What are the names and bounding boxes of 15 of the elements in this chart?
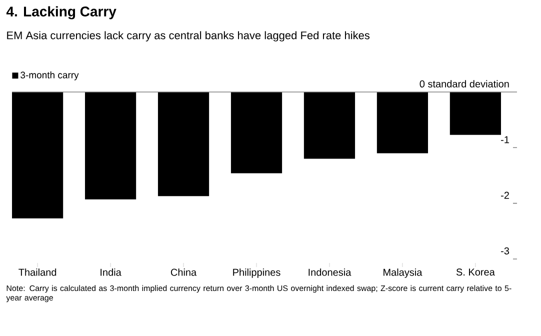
- x-tick-label: Malaysia: [384, 268, 422, 278]
- x-tick-label: Indonesia: [308, 268, 352, 276]
- x-tick-label: Thailand: [18, 268, 56, 276]
- chart-subtitle: EM Asia currencies lack carry as central banks have lagged Fed rate hikes: [7, 31, 370, 42]
- y-tick-label: -3: [501, 247, 510, 254]
- y-tick-label: 0 standard deviation: [420, 80, 509, 88]
- legend-label: 3-month carry: [20, 71, 79, 80]
- x-tick-label: China: [170, 268, 197, 276]
- x-tick-label: India: [100, 268, 122, 276]
- y-tick-label: -1: [501, 136, 509, 144]
- x-tick-label: Philippines: [233, 268, 280, 278]
- text: Note: Carry is calculated as 3-month implied currency return over 3-month US overnight indexed swap; Z-score is current carry relative to 5-year average: [6, 285, 512, 302]
- chart-title: 4. Lacking Carry: [6, 6, 116, 20]
- y-tick-label: -2: [501, 192, 509, 199]
- x-tick-label: S. Korea: [456, 268, 495, 276]
